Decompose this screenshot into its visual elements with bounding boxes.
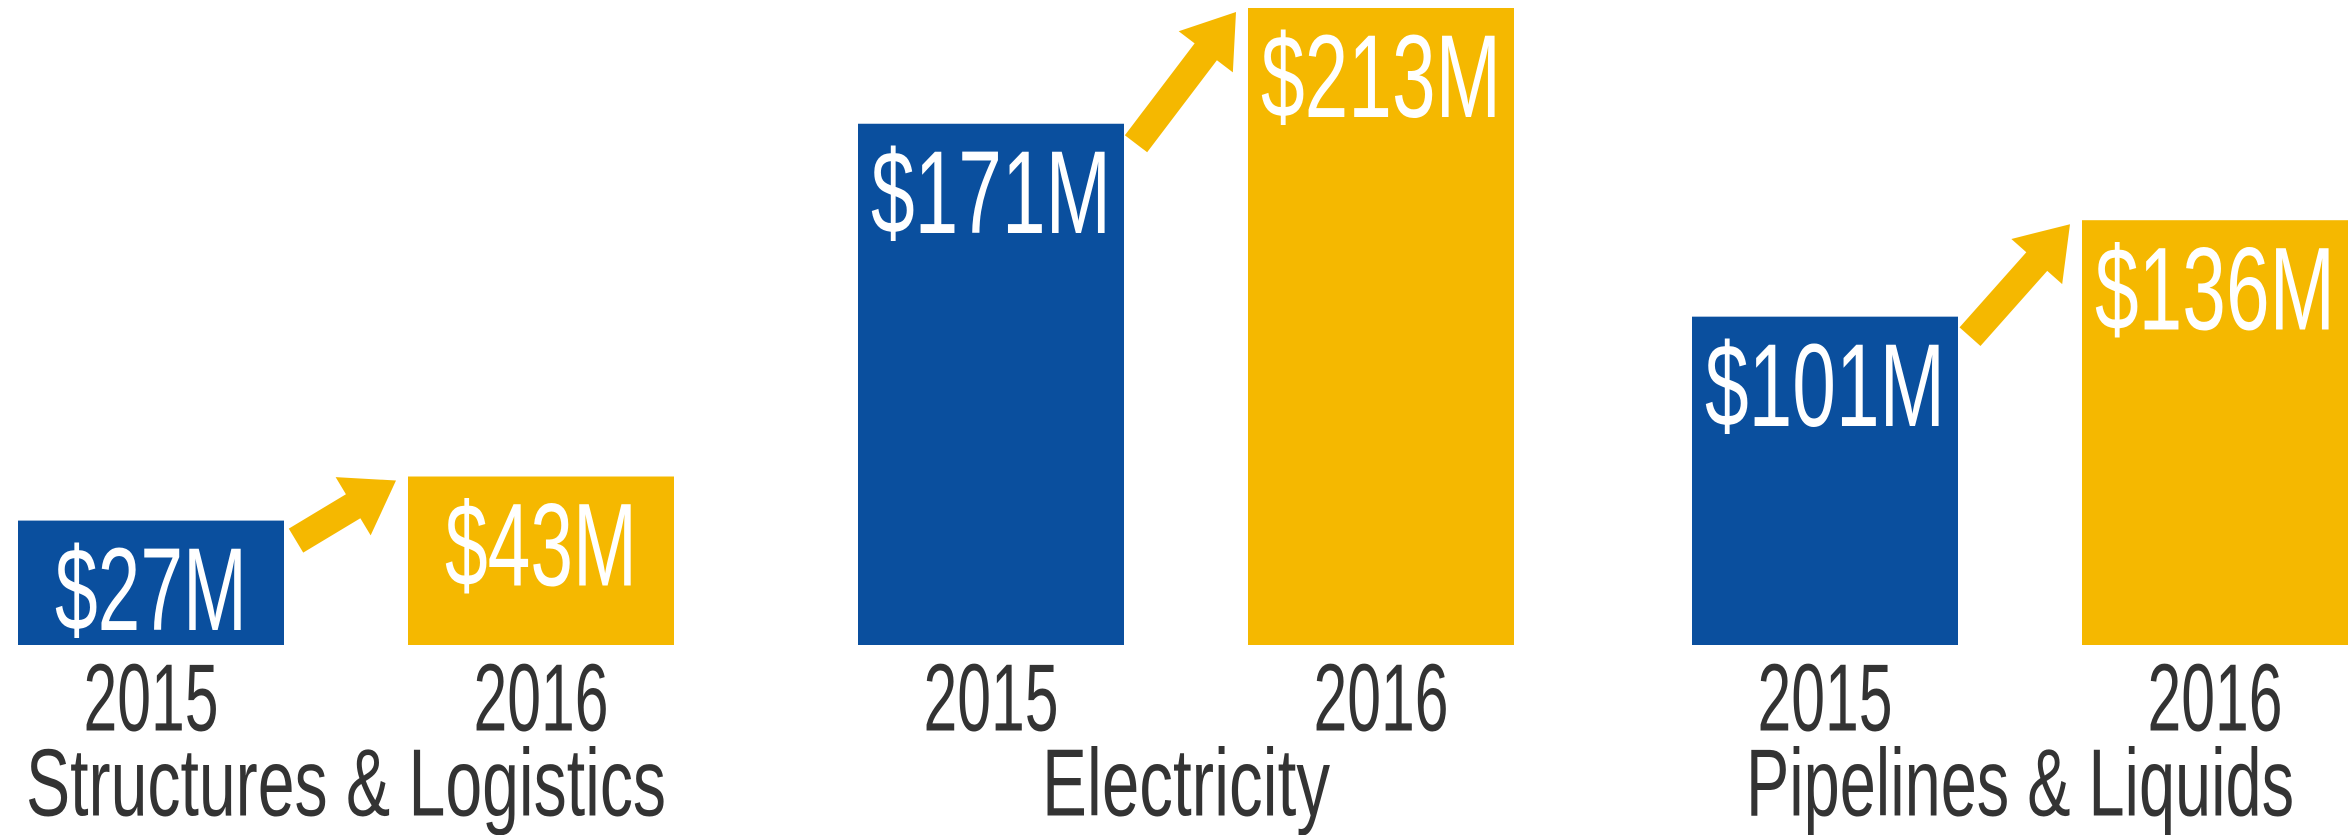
year-label: 2015: [924, 644, 1059, 751]
value-label: $27M: [55, 524, 247, 656]
bar: [2082, 220, 2348, 645]
arrow: [1959, 224, 2070, 346]
bar: [18, 520, 284, 645]
group-label: Structures & Logistics: [26, 729, 666, 835]
value-label: $101M: [1705, 320, 1945, 452]
bar: [858, 123, 1124, 646]
arrow: [1124, 12, 1236, 153]
bar: [408, 476, 674, 645]
value-label: $213M: [1261, 11, 1501, 143]
value-label: $43M: [445, 480, 637, 612]
arrow: [288, 477, 396, 553]
year-label: 2016: [2148, 644, 2283, 751]
group-label: Electricity: [1042, 729, 1330, 835]
year-label: 2015: [84, 644, 219, 751]
value-label: $171M: [871, 127, 1111, 259]
year-label: 2016: [474, 644, 609, 751]
year-label: 2015: [1758, 644, 1893, 751]
bar: [1692, 316, 1958, 645]
bar: [1248, 8, 1514, 645]
group-label: Pipelines & Liquids: [1746, 729, 2294, 835]
value-label: $136M: [2095, 223, 2335, 355]
year-label: 2016: [1314, 644, 1449, 751]
